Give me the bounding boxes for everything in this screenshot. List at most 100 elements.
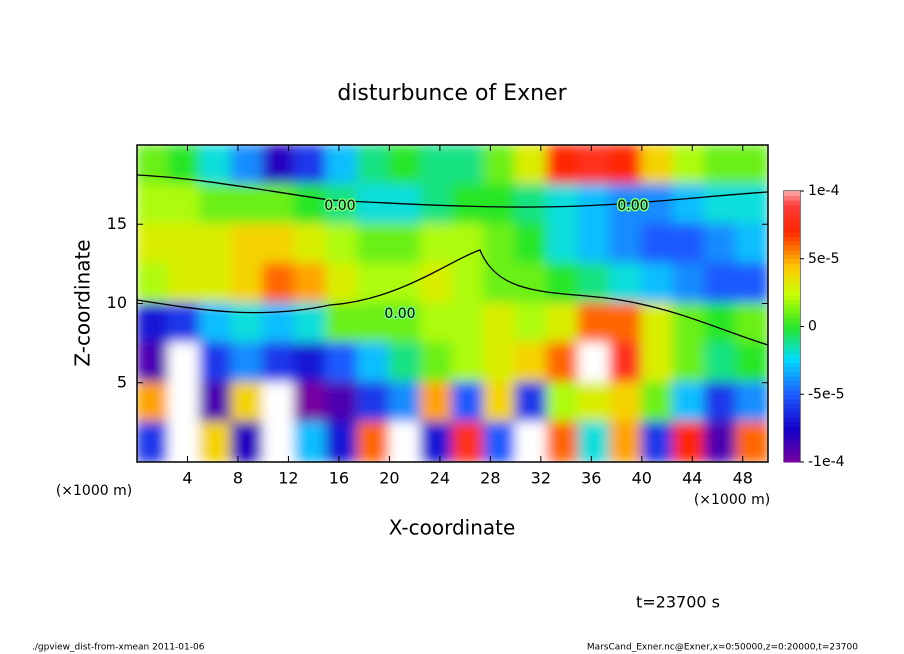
colorbar-step <box>784 321 800 327</box>
contour-label: 0.00 <box>617 198 648 214</box>
heat-cell <box>167 302 202 345</box>
heat-cell <box>230 183 265 226</box>
heat-cell <box>230 262 265 305</box>
cells <box>137 145 768 462</box>
heat-cell <box>419 223 454 265</box>
heat-cell <box>137 183 170 226</box>
colorbar-step <box>784 236 800 242</box>
colorbar-step <box>784 317 800 323</box>
colorbar-step <box>784 443 800 449</box>
colorbar-step <box>784 326 800 332</box>
colorbar-step <box>784 416 800 422</box>
heat-cell <box>451 262 486 305</box>
colorbar-tick-label: 1e-4 <box>808 183 840 199</box>
heat-cell <box>262 223 296 265</box>
heat-cell <box>356 262 391 305</box>
heat-cell <box>356 381 391 424</box>
heat-cell <box>419 421 454 462</box>
heat-cell <box>356 302 391 345</box>
colorbar-step <box>784 267 800 273</box>
heat-cell <box>230 421 265 462</box>
colorbar-step <box>784 245 800 251</box>
heat-cell <box>199 421 233 462</box>
colorbar-step <box>784 285 800 291</box>
heat-cell <box>451 223 486 265</box>
heat-cell <box>137 262 170 305</box>
colorbar-step <box>784 398 800 404</box>
heat-cell <box>640 145 675 186</box>
heat-cell <box>325 145 359 186</box>
heat-cell <box>451 342 486 384</box>
x-tick-label: 24 <box>430 469 450 488</box>
heat-cell <box>514 342 549 384</box>
heat-cell <box>325 381 359 424</box>
heat-cell <box>356 183 391 226</box>
colorbar-step <box>784 362 800 368</box>
colorbar-step <box>784 385 800 391</box>
heat-cell <box>514 262 549 305</box>
colorbar-step <box>784 195 800 201</box>
heat-cell <box>167 223 202 265</box>
heat-cell <box>262 302 296 345</box>
heat-cell <box>640 183 675 226</box>
heat-cell <box>514 223 549 265</box>
heat-cell <box>167 183 202 226</box>
contour-line <box>136 249 769 346</box>
heat-cell <box>609 421 643 462</box>
colorbar-step <box>784 258 800 264</box>
heat-cell <box>640 381 675 424</box>
x-tick-label: 32 <box>531 469 551 488</box>
colorbar-step <box>784 303 800 309</box>
heat-cell <box>577 421 612 462</box>
x-tick-label: 20 <box>379 469 399 488</box>
heat-cell <box>325 302 359 345</box>
heat-cell <box>672 145 706 186</box>
heat-cell <box>483 223 517 265</box>
heat-cell <box>483 421 517 462</box>
heat-cell <box>388 421 422 462</box>
colorbar-step <box>784 231 800 237</box>
heat-cell <box>137 302 170 345</box>
heat-cell <box>703 223 738 265</box>
y-tick-label: 10 <box>107 293 127 312</box>
heat-cell <box>483 145 517 186</box>
heat-cell <box>199 183 233 226</box>
heat-cell <box>514 381 549 424</box>
heat-cell <box>672 342 706 384</box>
y-tick-label: 15 <box>107 214 127 233</box>
heat-cell <box>483 342 517 384</box>
colorbar-step <box>784 213 800 219</box>
x-tick-label: 44 <box>682 469 702 488</box>
heat-cell <box>577 381 612 424</box>
heat-cell <box>230 145 265 186</box>
heat-cell <box>199 262 233 305</box>
heat-cell <box>356 223 391 265</box>
heat-cell <box>672 223 706 265</box>
heat-cell <box>514 183 549 226</box>
heat-cell <box>640 302 675 345</box>
colorbar-step <box>784 376 800 382</box>
heat-cell <box>137 421 170 462</box>
x-tick-label: 36 <box>581 469 601 488</box>
colorbar-step <box>784 407 800 413</box>
colorbar-step <box>784 421 800 427</box>
heat-cell <box>262 421 296 462</box>
colorbar-step <box>784 439 800 445</box>
footer-right: MarsCand_Exner.nc@Exner,x=0:50000,z=0:20… <box>587 643 858 653</box>
colorbar-tick-label: -5e-5 <box>808 386 845 402</box>
heat-cell <box>293 145 328 186</box>
heat-cell <box>388 262 422 305</box>
heat-cell <box>388 381 422 424</box>
heat-cell <box>199 223 233 265</box>
heat-cell <box>672 421 706 462</box>
heat-cell <box>546 381 580 424</box>
heat-cell <box>325 223 359 265</box>
heat-cell <box>735 145 768 186</box>
x-tick-label: 28 <box>480 469 500 488</box>
heat-cell <box>577 223 612 265</box>
footer-left: ./gpview_dist-from-xmean 2011-01-06 <box>32 643 205 653</box>
heat-cell <box>546 183 580 226</box>
heat-cell <box>388 302 422 345</box>
colorbar-step <box>784 209 800 215</box>
